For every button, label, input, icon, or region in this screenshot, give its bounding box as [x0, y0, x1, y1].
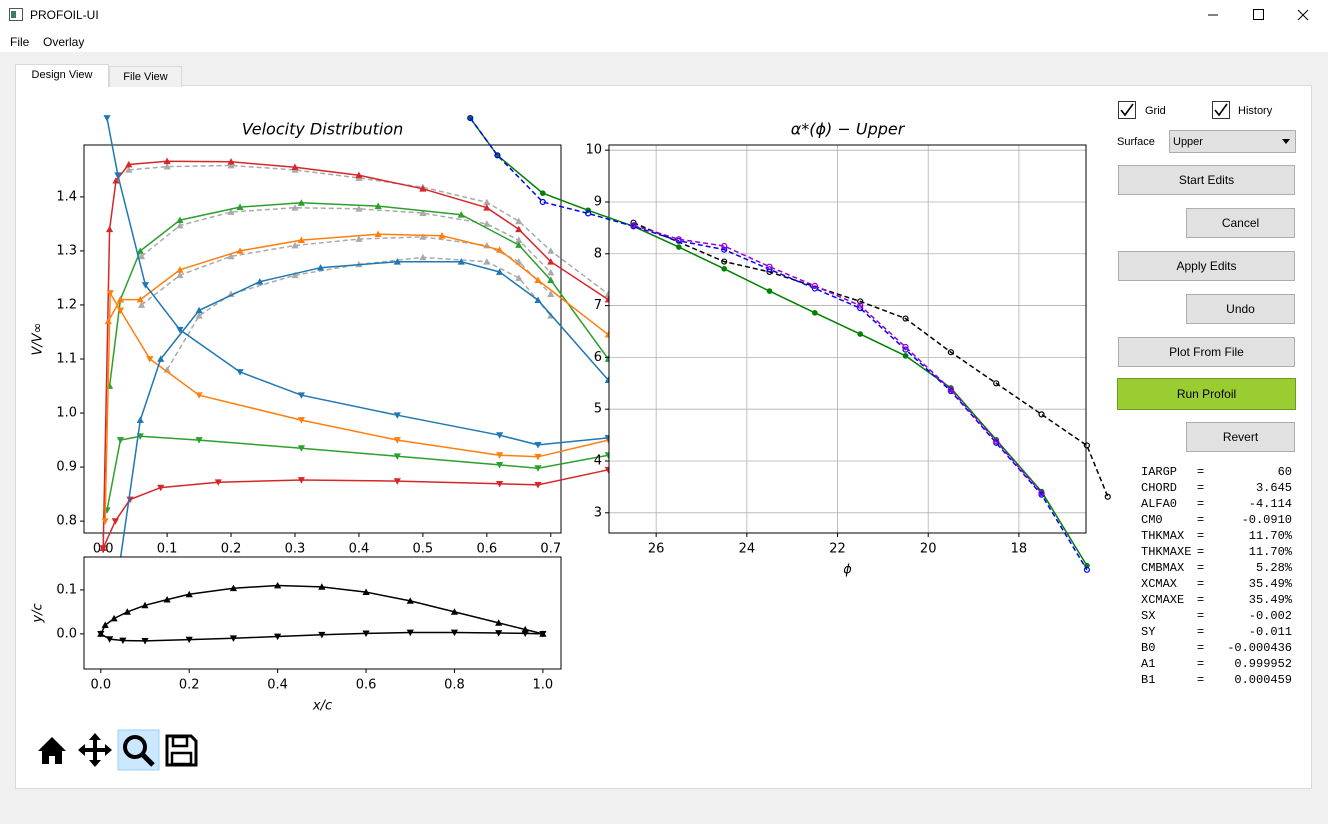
- param-separator: =: [1197, 593, 1205, 607]
- param-separator: =: [1197, 673, 1205, 687]
- param-name: SY: [1141, 625, 1156, 639]
- param-name: ALFA0: [1141, 497, 1178, 511]
- param-name: B0: [1141, 641, 1156, 655]
- pan-button[interactable]: [78, 733, 112, 767]
- param-separator: =: [1197, 625, 1205, 639]
- param-name: IARGP: [1141, 465, 1178, 479]
- param-name: THKMAXE: [1141, 545, 1192, 559]
- home-button[interactable]: [38, 737, 66, 764]
- param-separator: =: [1197, 609, 1205, 623]
- menu-bar: [0, 30, 1328, 52]
- param-value: 5.28%: [1255, 561, 1292, 575]
- param-value: -0.011: [1248, 625, 1292, 639]
- param-name: CM0: [1141, 513, 1163, 527]
- param-value: 60: [1277, 465, 1292, 479]
- check-mark: [1120, 103, 1134, 117]
- param-value: 0.000459: [1234, 673, 1292, 687]
- param-name: XCMAX: [1141, 577, 1178, 591]
- param-value: -0.000436: [1227, 641, 1292, 655]
- param-separator: =: [1197, 497, 1205, 511]
- checkbox[interactable]: [1212, 101, 1230, 119]
- param-value: 3.645: [1255, 481, 1292, 495]
- param-name: B1: [1141, 673, 1156, 687]
- tab[interactable]: Design View: [15, 64, 109, 87]
- button[interactable]: Undo: [1186, 294, 1295, 324]
- zoom-icon: [123, 735, 155, 767]
- button[interactable]: Revert: [1186, 422, 1295, 452]
- tab[interactable]: File View: [109, 66, 182, 87]
- param-value: 11.70%: [1248, 529, 1292, 543]
- param-value: -0.002: [1248, 609, 1292, 623]
- param-value: 0.999952: [1234, 657, 1292, 671]
- param-name: CHORD: [1141, 481, 1178, 495]
- param-name: SX: [1141, 609, 1156, 623]
- button[interactable]: Start Edits: [1118, 165, 1295, 195]
- combo-arrow: [1282, 139, 1290, 144]
- window-controls[interactable]: [1190, 0, 1328, 30]
- param-value: 35.49%: [1248, 593, 1292, 607]
- param-separator: =: [1197, 465, 1205, 479]
- surface-combo[interactable]: Upper: [1169, 130, 1296, 153]
- param-separator: =: [1197, 529, 1205, 543]
- param-name: CMBMAX: [1141, 561, 1185, 575]
- save-button[interactable]: [165, 734, 198, 767]
- checkbox[interactable]: [1118, 101, 1136, 119]
- button[interactable]: Cancel: [1186, 208, 1295, 238]
- param-separator: =: [1197, 545, 1205, 559]
- param-value: -0.0910: [1241, 513, 1292, 527]
- app-icon: [9, 8, 23, 21]
- param-separator: =: [1197, 657, 1205, 671]
- menu-item[interactable]: File: [10, 35, 30, 49]
- param-name: XCMAXE: [1141, 593, 1185, 607]
- param-separator: =: [1197, 577, 1205, 591]
- button[interactable]: Plot From File: [1118, 337, 1295, 367]
- button[interactable]: Apply Edits: [1118, 251, 1295, 281]
- param-separator: =: [1197, 513, 1205, 527]
- param-separator: =: [1197, 481, 1205, 495]
- param-value: 11.70%: [1248, 545, 1292, 559]
- surface-label: Surface: [1117, 136, 1155, 148]
- param-name: THKMAX: [1141, 529, 1185, 543]
- surface-value: Upper: [1173, 136, 1203, 148]
- menu-item[interactable]: Overlay: [43, 35, 85, 49]
- param-name: A1: [1141, 657, 1156, 671]
- param-separator: =: [1197, 641, 1205, 655]
- param-separator: =: [1197, 561, 1205, 575]
- param-value: 35.49%: [1248, 577, 1292, 591]
- param-value: -4.114: [1248, 497, 1292, 511]
- checkbox-label: History: [1238, 105, 1273, 117]
- window-title: PROFOIL-UI: [30, 8, 99, 22]
- title-bar: PROFOIL-UI: [0, 0, 1328, 30]
- plot-toolbar: [38, 729, 198, 771]
- checkbox-label: Grid: [1145, 105, 1166, 117]
- button[interactable]: Run Profoil: [1117, 378, 1296, 410]
- check-mark: [1214, 103, 1228, 117]
